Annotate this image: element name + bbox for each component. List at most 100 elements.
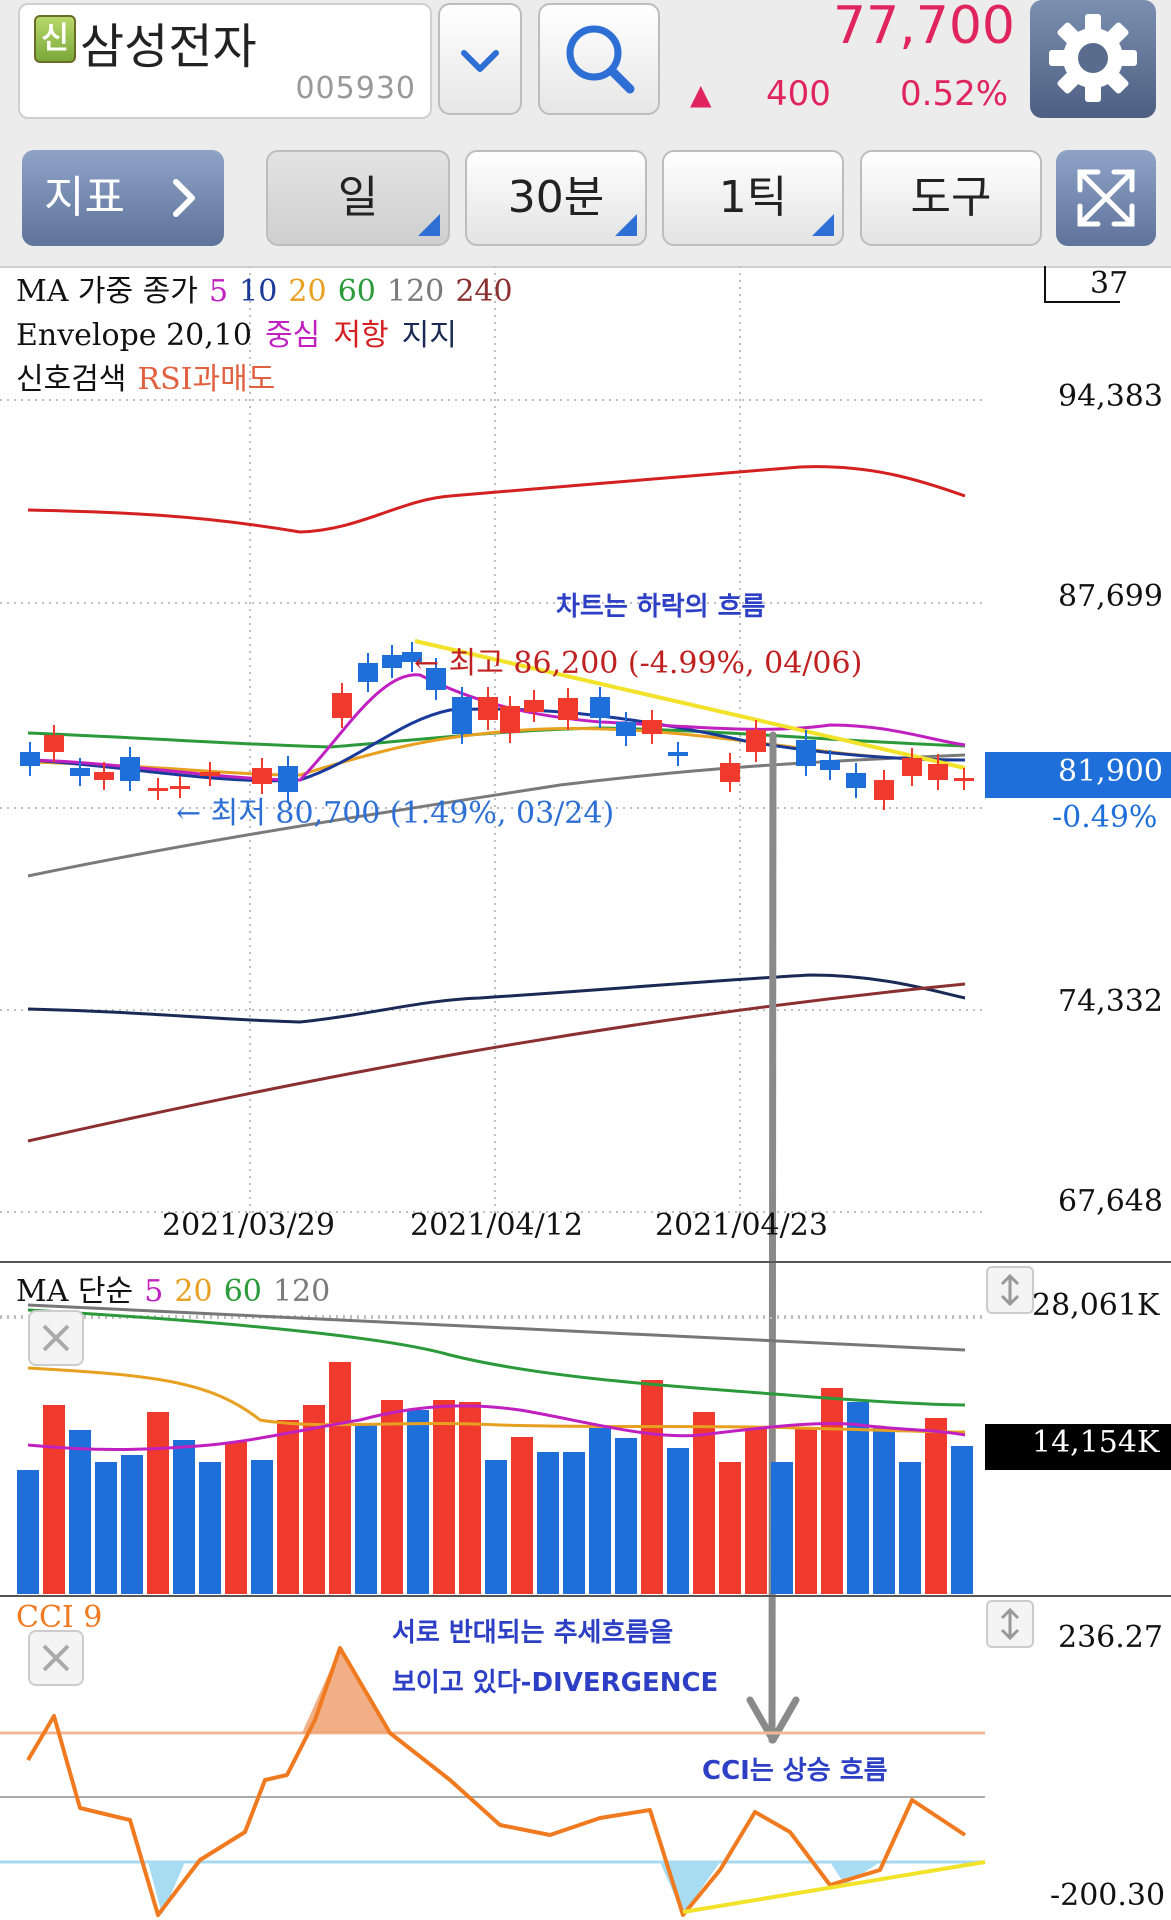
stock-dropdown-button[interactable] xyxy=(438,3,522,115)
search-button[interactable] xyxy=(538,3,660,115)
ma-legend[interactable]: MA 가중 종가 5 10 20 60 120 240 xyxy=(16,266,513,310)
ma-period-20: 20 xyxy=(288,274,327,309)
envelope-legend[interactable]: Envelope 20,10 중심 저항 지지 xyxy=(16,310,457,354)
volume-bar xyxy=(873,1428,895,1594)
volume-bar xyxy=(199,1462,221,1594)
dropdown-corner-icon xyxy=(615,214,637,236)
volume-bar xyxy=(95,1462,117,1594)
high-price-label: ← 최고 86,200 (-4.99%, 04/06) xyxy=(414,646,863,681)
volume-bar xyxy=(641,1380,663,1594)
fullscreen-button[interactable] xyxy=(1056,150,1156,246)
resize-cci-button[interactable] xyxy=(986,1600,1034,1648)
volume-bar xyxy=(693,1412,715,1594)
price-change: 400 xyxy=(766,74,831,114)
dropdown-corner-icon xyxy=(812,214,834,236)
chevron-down-icon xyxy=(461,50,499,72)
dropdown-corner-icon xyxy=(418,214,440,236)
date-label: 2021/04/12 xyxy=(410,1208,583,1243)
volume-title: MA 단순 xyxy=(16,1274,134,1309)
stock-header: 신 삼성전자 005930 77,700 ▲ 400 0.52% xyxy=(0,0,1171,133)
close-panel-button[interactable] xyxy=(28,1630,84,1686)
volume-bar xyxy=(251,1460,273,1594)
volume-bar xyxy=(69,1430,91,1594)
envelope-title: Envelope 20,10 xyxy=(16,318,252,353)
volume-bar xyxy=(485,1460,507,1594)
volume-bar xyxy=(277,1420,299,1594)
volume-bar xyxy=(951,1446,973,1594)
low-price-label: ← 최저 80,700 (1.49%, 03/24) xyxy=(176,796,615,831)
volume-max-label: 28,061K xyxy=(1032,1288,1160,1323)
cci-title: CCI 9 xyxy=(16,1600,103,1635)
period-day-label: 일 xyxy=(337,172,379,223)
volume-bar xyxy=(303,1405,325,1594)
price-axis-label: 74,332 xyxy=(1058,984,1163,1019)
volume-bar xyxy=(899,1462,921,1594)
price-chart-svg xyxy=(0,266,1171,1917)
close-panel-button[interactable] xyxy=(28,1310,84,1366)
envelope-center: 중심 xyxy=(265,318,321,353)
volume-bar xyxy=(589,1428,611,1594)
volume-bar xyxy=(407,1410,429,1594)
indicator-button[interactable]: 지표 xyxy=(22,150,224,246)
volume-bar xyxy=(121,1455,143,1594)
period-day-button[interactable]: 일 xyxy=(266,150,450,246)
ma-period-240: 240 xyxy=(455,274,513,309)
stock-code: 005930 xyxy=(295,71,416,106)
signal-legend[interactable]: 신호검색 RSI과매도 xyxy=(16,354,275,398)
settings-button[interactable] xyxy=(1030,0,1156,118)
price-axis-label: 94,383 xyxy=(1058,379,1163,414)
current-price-label: 81,900 xyxy=(1058,754,1163,789)
period-30min-button[interactable]: 30분 xyxy=(465,150,647,246)
chart-area[interactable]: MA 가중 종가 5 10 20 60 120 240 Envelope 20,… xyxy=(0,266,1171,1920)
tools-button[interactable]: 도구 xyxy=(860,150,1042,246)
divergence-note-1: 서로 반대되는 추세흐름을 xyxy=(392,1618,674,1648)
vertical-resize-icon xyxy=(1000,1607,1020,1641)
tools-label: 도구 xyxy=(910,172,992,223)
chevron-right-icon xyxy=(173,179,195,217)
price-axis-label: 87,699 xyxy=(1058,579,1163,614)
ma-period-10: 10 xyxy=(239,274,278,309)
box-value: 37 xyxy=(1090,266,1129,301)
volume-bar xyxy=(615,1438,637,1594)
credit-badge: 신 xyxy=(34,15,76,63)
volume-bar xyxy=(381,1400,403,1594)
vol-ma-5: 5 xyxy=(144,1274,164,1309)
vol-ma-120: 120 xyxy=(272,1274,331,1309)
trend-note: 차트는 하락의 흐름 xyxy=(556,592,766,622)
close-icon xyxy=(42,1324,70,1352)
search-icon xyxy=(566,25,635,94)
stock-name-box[interactable]: 신 삼성전자 005930 xyxy=(18,3,432,119)
indicator-label: 지표 xyxy=(44,172,125,223)
volume-bar xyxy=(329,1362,351,1594)
volume-legend[interactable]: MA 단순 5 20 60 120 xyxy=(16,1266,330,1310)
volume-bar xyxy=(771,1462,793,1594)
ma-legend-title: MA 가중 종가 xyxy=(16,274,198,309)
period-tick-button[interactable]: 1틱 xyxy=(662,150,844,246)
current-price: 77,700 xyxy=(833,0,1015,56)
cci-note: CCI는 상승 흐름 xyxy=(702,1756,888,1786)
date-label: 2021/04/23 xyxy=(655,1208,828,1243)
volume-bar xyxy=(173,1440,195,1594)
volume-bar xyxy=(537,1452,559,1594)
close-icon xyxy=(42,1644,70,1672)
ma-period-120: 120 xyxy=(386,274,445,309)
volume-bar xyxy=(719,1462,741,1594)
volume-bar xyxy=(795,1428,817,1594)
volume-bar xyxy=(355,1425,377,1594)
date-label: 2021/03/29 xyxy=(162,1208,335,1243)
divergence-note-2: 보이고 있다-DIVERGENCE xyxy=(392,1668,719,1698)
signal-title: 신호검색 xyxy=(16,362,127,397)
current-price-percent: -0.49% xyxy=(1052,800,1158,835)
volume-current-label: 14,154K xyxy=(1032,1425,1160,1460)
vol-ma-60: 60 xyxy=(223,1274,262,1309)
period-30min-label: 30분 xyxy=(507,172,605,223)
volume-bar xyxy=(17,1470,39,1594)
volume-bar xyxy=(563,1452,585,1594)
resize-volume-button[interactable] xyxy=(986,1266,1034,1314)
volume-bar xyxy=(745,1428,767,1594)
volume-bar xyxy=(667,1448,689,1594)
expand-icon xyxy=(1077,169,1135,227)
signal-rsi: RSI과매도 xyxy=(137,362,276,397)
volume-bar xyxy=(459,1402,481,1594)
gear-icon xyxy=(1049,14,1137,102)
